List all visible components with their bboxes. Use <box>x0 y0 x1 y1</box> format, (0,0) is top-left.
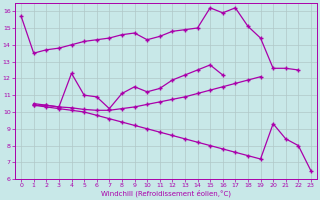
X-axis label: Windchill (Refroidissement éolien,°C): Windchill (Refroidissement éolien,°C) <box>101 190 231 197</box>
